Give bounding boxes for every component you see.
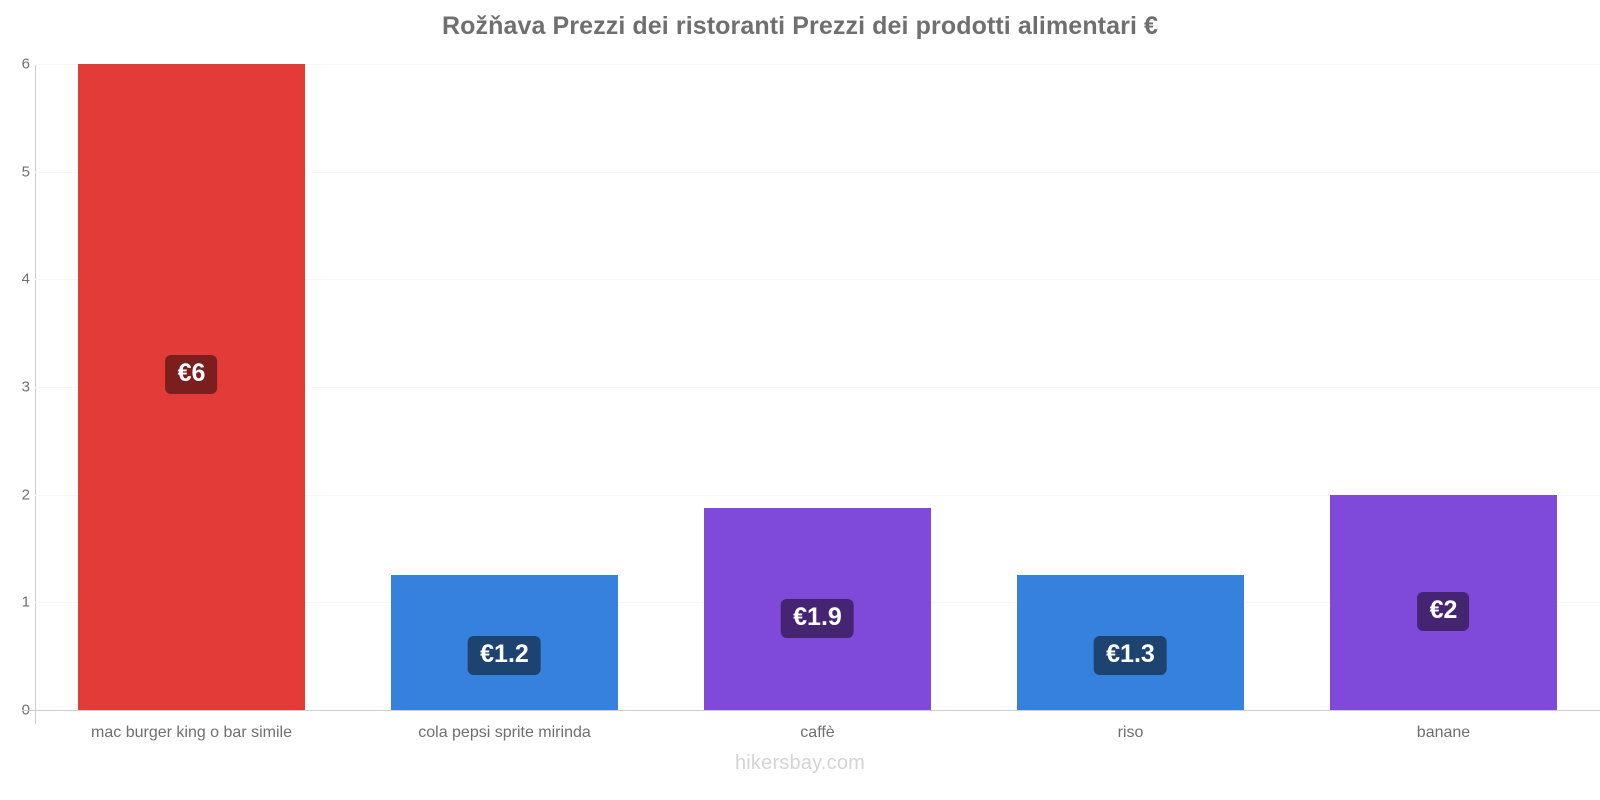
plot-area: €6 €1.2 €1.9 €1.3 €2 — [35, 64, 1600, 710]
y-axis-tick-label: 2 — [21, 486, 30, 504]
bar[interactable]: €6 — [78, 64, 305, 710]
gridline — [35, 387, 1600, 388]
gridline — [35, 64, 1600, 65]
y-axis-tick-label: 5 — [21, 163, 30, 181]
x-axis-tick-label: banane — [1416, 724, 1471, 741]
gridline — [35, 494, 1600, 496]
bar-value-label: €1.9 — [781, 598, 854, 638]
y-axis-tick-label: 3 — [21, 378, 30, 396]
chart-title: Rožňava Prezzi dei ristoranti Prezzi dei… — [441, 12, 1159, 40]
gridline — [35, 171, 1600, 173]
bar[interactable]: €2 — [1330, 494, 1557, 710]
bar[interactable]: €1.2 — [391, 575, 618, 710]
bar-value-label: €1.2 — [468, 635, 541, 675]
y-axis-tick-label: 6 — [21, 55, 30, 73]
y-axis-line — [35, 64, 36, 724]
bar-value-label: €2 — [1417, 591, 1470, 631]
x-axis-labels: mac burger king o bar simile cola pepsi s… — [35, 714, 1600, 754]
bar[interactable]: €1.3 — [1017, 575, 1244, 710]
y-axis-tick-label: 1 — [21, 593, 30, 611]
y-axis-tick-label: 4 — [21, 270, 30, 288]
x-axis-line — [22, 710, 1600, 711]
x-axis-tick-label: cola pepsi sprite mirinda — [418, 724, 591, 741]
attribution-footer: hikersbay.com — [734, 752, 866, 774]
bar-value-label: €6 — [165, 354, 218, 394]
bar-value-label: €1.3 — [1094, 635, 1167, 675]
x-axis-tick-label: riso — [1117, 724, 1144, 741]
x-axis-tick-label: caffè — [800, 724, 835, 741]
bar[interactable]: €1.9 — [704, 507, 931, 710]
x-axis-tick-label: mac burger king o bar simile — [91, 724, 292, 741]
gridline — [35, 279, 1600, 281]
